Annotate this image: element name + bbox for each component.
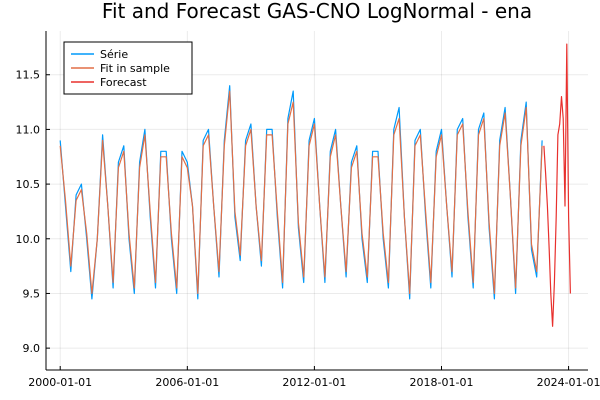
- x-tick-label: 2006-01-01: [155, 376, 219, 389]
- y-tick-label: 11.5: [16, 69, 41, 82]
- forecast-line: [543, 43, 571, 327]
- legend-entry-forecast: Forecast: [100, 76, 147, 89]
- legend-entry-serie: Série: [100, 48, 128, 61]
- chart-title: Fit and Forecast GAS-CNO LogNormal - ena: [102, 0, 532, 23]
- x-tick-label: 2000-01-01: [28, 376, 92, 389]
- axis-layer: 2000-01-01 2006-01-01 2012-01-01 2018-01-01…: [16, 31, 600, 389]
- x-tick-label: 2018-01-01: [410, 376, 474, 389]
- x-tick-label: 2012-01-01: [282, 376, 346, 389]
- series-layer: [59, 43, 571, 327]
- legend-entry-fit-in-sample: Fit in sample: [100, 62, 170, 75]
- x-tick-label: 2024-01-01: [537, 376, 600, 389]
- y-tick-label: 9.0: [23, 342, 41, 355]
- y-tick-label: 10.0: [16, 233, 41, 246]
- y-tick-label: 11.0: [16, 123, 41, 136]
- y-tick-label: 10.5: [16, 178, 41, 191]
- fit-in-sample-line: [59, 90, 543, 295]
- y-tick-label: 9.5: [23, 287, 41, 300]
